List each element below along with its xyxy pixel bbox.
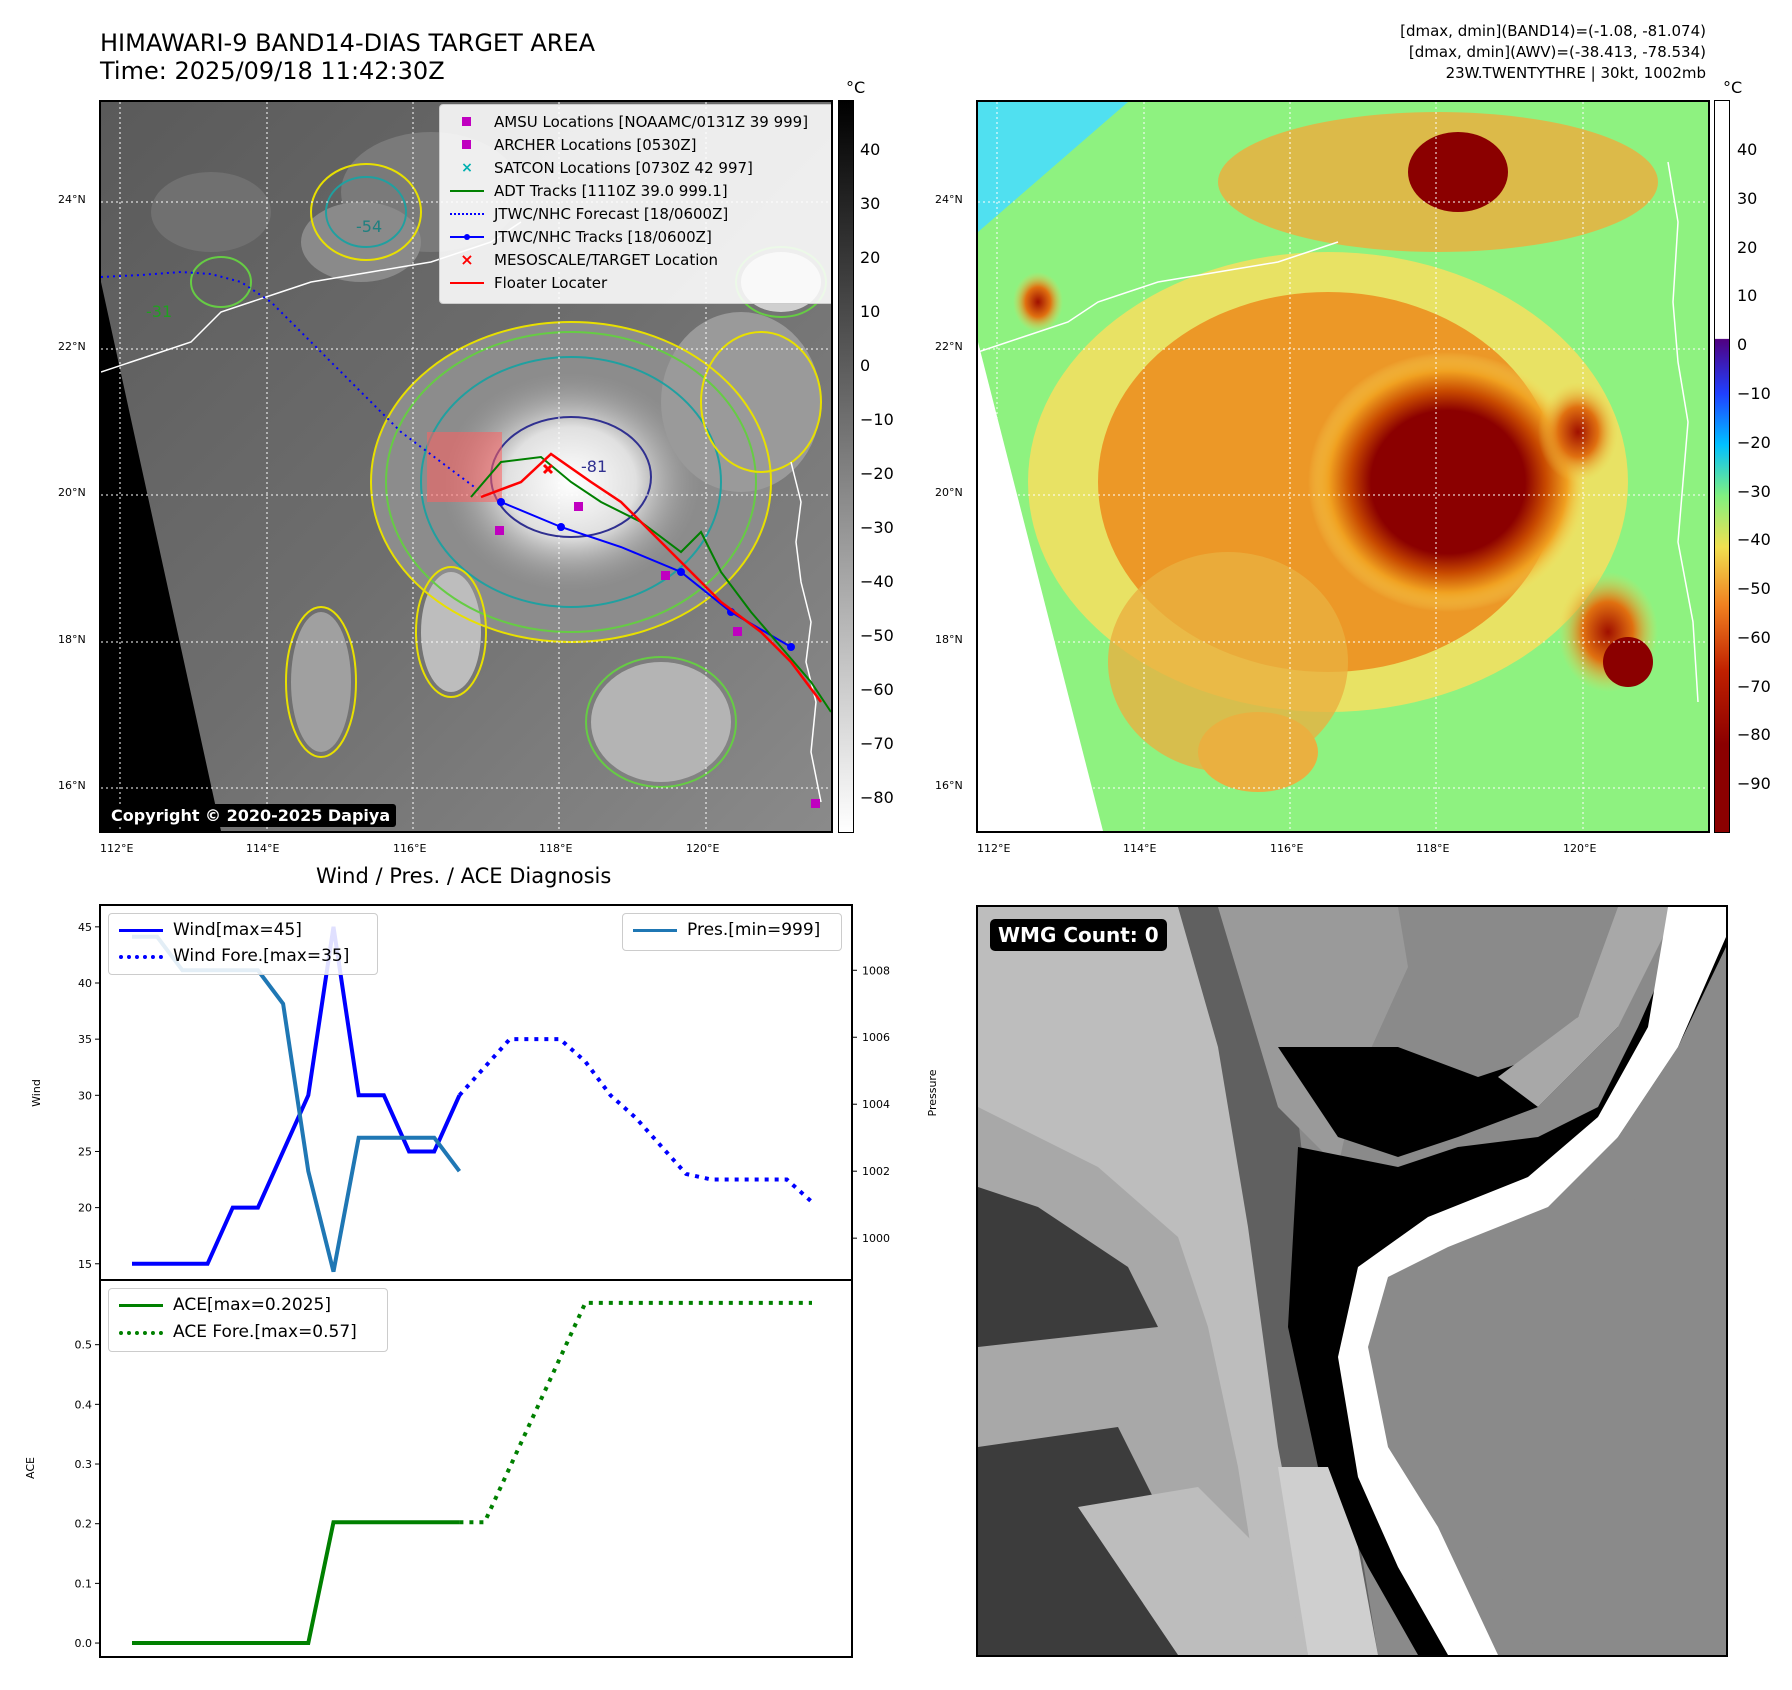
ace-tick-label: 0.4 [75, 1398, 93, 1411]
gray-colorbar-tick: −30 [860, 518, 894, 537]
color-colorbar-tick: −40 [1737, 530, 1771, 549]
ace-series-line [132, 1520, 460, 1646]
lon-label: 118°E [1416, 842, 1450, 855]
gray-colorbar-tick: −70 [860, 734, 894, 753]
ir-map-panel: -54 -31 -81 AMSU Locations [NOAAMC/0131Z… [99, 100, 833, 833]
wind-series-line [132, 926, 462, 1266]
lat-label: 22°N [58, 340, 86, 353]
gray-colorbar-tick: −80 [860, 788, 894, 807]
lat-label: 18°N [935, 633, 963, 646]
wind-legend: Wind[max=45] Wind Fore.[max=35] [108, 913, 378, 975]
lat-label: 24°N [935, 193, 963, 206]
info-storm: 23W.TWENTYTHRE | 30kt, 1002mb [1445, 64, 1706, 82]
lon-label: 114°E [1123, 842, 1157, 855]
info-band14: [dmax, dmin](BAND14)=(-1.08, -81.074) [1400, 22, 1706, 40]
gray-colorbar-tick: 10 [860, 302, 881, 321]
color-colorbar-tick: −70 [1737, 677, 1771, 696]
lat-label: 24°N [58, 193, 86, 206]
ace-tick-label: 0.3 [75, 1458, 93, 1471]
wmg-count-badge: WMG Count: 0 [990, 919, 1167, 951]
map-time: Time: 2025/09/18 11:42:30Z [100, 57, 445, 85]
wind-tick-label: 45 [78, 921, 92, 934]
lat-label: 20°N [58, 486, 86, 499]
colorbar-unit: °C [1723, 78, 1743, 97]
wind-tick-label: 15 [78, 1258, 92, 1271]
map-title: HIMAWARI-9 BAND14-DIAS TARGET AREA [100, 29, 596, 57]
color-colorbar [1714, 100, 1730, 833]
lat-label: 16°N [58, 779, 86, 792]
lon-label: 112°E [100, 842, 134, 855]
lat-label: 22°N [935, 340, 963, 353]
wmg-image [978, 907, 1726, 1655]
ace-tick-label: 0.1 [75, 1577, 93, 1590]
gray-colorbar [838, 100, 854, 833]
pressure-tick-label: 1008 [862, 964, 890, 977]
color-colorbar-tick: −60 [1737, 628, 1771, 647]
contour-label-54: -54 [356, 217, 382, 236]
color-colorbar-tick: 10 [1737, 286, 1758, 305]
ace-axis-label: ACE [24, 1457, 37, 1479]
colorbar-unit: °C [846, 78, 866, 97]
contour-label-31: -31 [146, 302, 172, 321]
diag-title: Wind / Pres. / ACE Diagnosis [316, 864, 612, 888]
lat-label: 16°N [935, 779, 963, 792]
color-colorbar-tick: −80 [1737, 725, 1771, 744]
gray-colorbar-tick: −60 [860, 680, 894, 699]
pressure-axis-label: Pressure [926, 1069, 939, 1116]
lon-label: 114°E [246, 842, 280, 855]
ace-tick-label: 0.5 [75, 1339, 93, 1352]
color-colorbar-tick: 20 [1737, 238, 1758, 257]
color-colorbar-tick: 0 [1737, 335, 1748, 354]
color-colorbar-tick: −10 [1737, 384, 1771, 403]
gray-colorbar-tick: 20 [860, 248, 881, 267]
color-colorbar-tick: −30 [1737, 482, 1771, 501]
gray-colorbar-tick: −40 [860, 572, 894, 591]
color-colorbar-tick: −50 [1737, 579, 1771, 598]
color-colorbar-tick: −20 [1737, 433, 1771, 452]
lat-label: 18°N [58, 633, 86, 646]
color-colorbar-tick: 40 [1737, 140, 1758, 159]
wind-forecast-series-line [457, 1037, 814, 1204]
lon-label: 116°E [393, 842, 427, 855]
color-colorbar-tick: −90 [1737, 774, 1771, 793]
lon-label: 118°E [539, 842, 573, 855]
awv-map-image [978, 102, 1708, 831]
lon-label: 116°E [1270, 842, 1304, 855]
color-colorbar-tick: 30 [1737, 189, 1758, 208]
wind-tick-label: 30 [78, 1089, 92, 1102]
ace-legend: ACE[max=0.2025] ACE Fore.[max=0.57] [108, 1288, 388, 1352]
gray-colorbar-tick: 30 [860, 194, 881, 213]
gray-colorbar-tick: −10 [860, 410, 894, 429]
pressure-tick-label: 1000 [862, 1232, 890, 1245]
ace-tick-label: 0.0 [75, 1637, 93, 1650]
wind-tick-label: 20 [78, 1202, 92, 1215]
info-awv: [dmax, dmin](AWV)=(-38.413, -78.534) [1408, 43, 1706, 61]
ace-tick-label: 0.2 [75, 1518, 93, 1531]
gray-colorbar-tick: −20 [860, 464, 894, 483]
gray-colorbar-tick: 0 [860, 356, 871, 375]
wind-tick-label: 25 [78, 1145, 92, 1158]
gray-colorbar-tick: 40 [860, 140, 881, 159]
copyright-badge: Copyright © 2020-2025 Dapiya [105, 804, 397, 827]
wind-tick-label: 40 [78, 977, 92, 990]
awv-map-panel [976, 100, 1710, 833]
pressure-tick-label: 1002 [862, 1165, 890, 1178]
contour-label-81: -81 [581, 457, 607, 476]
lat-label: 20°N [935, 486, 963, 499]
lon-label: 120°E [1563, 842, 1597, 855]
wind-tick-label: 35 [78, 1033, 92, 1046]
pressure-tick-label: 1006 [862, 1031, 890, 1044]
lon-label: 112°E [977, 842, 1011, 855]
lon-label: 120°E [686, 842, 720, 855]
wind-axis-label: Wind [30, 1079, 43, 1107]
map-legend: AMSU Locations [NOAAMC/0131Z 39 999] ARC… [439, 104, 831, 304]
pressure-tick-label: 1004 [862, 1098, 890, 1111]
pressure-legend: Pres.[min=999] [622, 913, 842, 951]
gray-colorbar-tick: −50 [860, 626, 894, 645]
wmg-panel: WMG Count: 0 [976, 905, 1728, 1657]
